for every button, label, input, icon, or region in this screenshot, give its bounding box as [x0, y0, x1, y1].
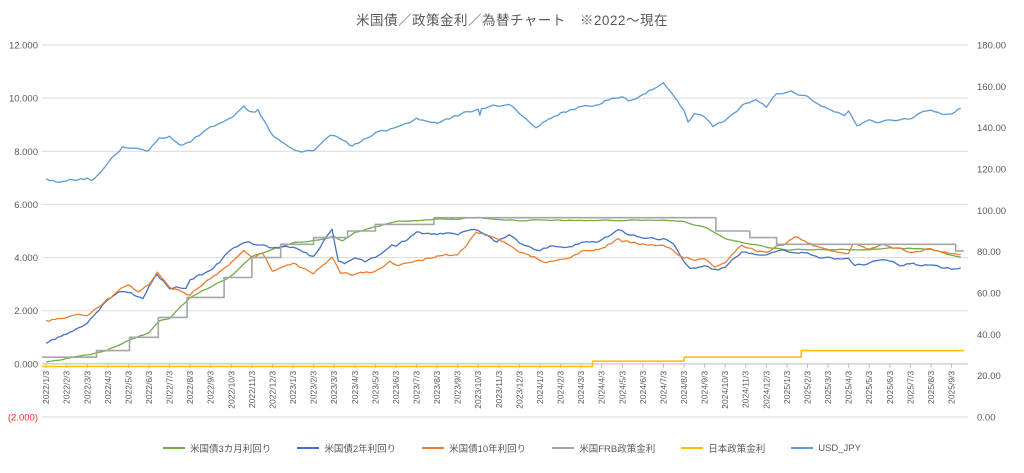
x-axis-label: 2024/1/3: [535, 371, 545, 404]
series-blue: [45, 228, 962, 344]
x-axis-label: 2023/9/3: [453, 371, 463, 404]
legend-label: 日本政策金利: [708, 444, 766, 455]
left-axis-label: 8.000: [14, 147, 38, 158]
x-axis-label: 2023/12/3: [514, 371, 524, 409]
legend-label: 米国債3カ月利回り: [190, 444, 272, 455]
x-axis-label: 2023/11/3: [494, 371, 504, 408]
x-axis-label: 2025/9/3: [947, 371, 957, 404]
legend-marker-icon: [163, 447, 186, 449]
x-axis-label: 2024/7/3: [658, 371, 668, 404]
right-axis-label: 20.00: [977, 371, 1001, 382]
right-axis-label: 180.00: [977, 41, 1006, 52]
x-axis-label: 2024/3/3: [576, 371, 586, 404]
x-axis-label: 2024/4/3: [597, 371, 607, 404]
x-axis-label: 2022/2/3: [62, 371, 72, 404]
left-axis-label: 4.000: [14, 253, 38, 264]
legend-marker-icon: [297, 447, 320, 449]
x-axis-label: 2025/5/3: [864, 371, 874, 404]
x-axis-label: 2024/5/3: [617, 371, 627, 404]
right-axis-label: 0.00: [977, 413, 996, 424]
legend-item: USD_JPY: [791, 443, 861, 454]
series-gold: [42, 349, 964, 368]
x-axis-label: 2023/4/3: [350, 371, 360, 404]
x-axis-label: 2023/5/3: [370, 371, 380, 404]
x-axis-label: 2024/2/3: [556, 371, 566, 404]
series-orange: [45, 231, 961, 322]
x-axis-label: 2023/6/3: [391, 371, 401, 404]
right-axis-label: 120.00: [977, 165, 1006, 176]
x-axis-label: 2025/8/3: [926, 371, 936, 404]
legend: 米国債3カ月利回り 米国債2年利回り 米国債10年利回り 米国FRB政策金利 日本政策金…: [0, 441, 1024, 455]
x-axis-label: 2022/1/3: [41, 371, 51, 404]
left-axis-label: 0.000: [14, 359, 38, 370]
x-axis-label: 2023/3/3: [329, 371, 339, 404]
left-axis-label: 10.000: [9, 94, 38, 105]
x-axis-label: 2022/7/3: [165, 371, 175, 404]
legend-marker-icon: [422, 447, 445, 449]
series-gray: [42, 216, 964, 358]
right-axis-label: 160.00: [977, 82, 1006, 93]
right-axis-label: 100.00: [977, 206, 1006, 217]
x-axis-label: 2022/4/3: [103, 371, 113, 404]
series-green: [45, 216, 961, 363]
x-axis-label: 2025/6/3: [885, 371, 895, 404]
right-axis-label: 80.00: [977, 247, 1001, 258]
legend-item: 米国債2年利回り: [297, 441, 396, 455]
x-axis-label: 2025/7/3: [905, 371, 915, 404]
left-axis-label: 2.000: [14, 306, 38, 317]
legend-item: 米国債3カ月利回り: [163, 441, 271, 455]
legend-marker-icon: [552, 447, 575, 449]
legend-item: 米国FRB政策金利: [552, 441, 655, 455]
legend-label: 米国FRB政策金利: [579, 444, 656, 455]
x-axis-label: 2022/8/3: [185, 371, 195, 404]
x-axis-label: 2025/4/3: [844, 371, 854, 404]
x-axis-label: 2024/11/3: [741, 371, 751, 408]
x-axis-label: 2025/3/3: [823, 371, 833, 404]
x-axis-label: 2024/12/3: [761, 371, 771, 409]
series-lightblue: [45, 82, 961, 183]
x-axis-label: 2022/10/3: [226, 371, 236, 409]
x-axis-label: 2022/11/3: [247, 371, 257, 408]
chart-title: 米国債／政策金利／為替チャート ※2022～現在: [356, 13, 668, 28]
right-axis-label: 140.00: [977, 123, 1006, 134]
x-axis-label: 2022/5/3: [123, 371, 133, 404]
x-axis-label: 2024/9/3: [700, 371, 710, 404]
x-axis-label: 2022/9/3: [206, 371, 216, 404]
legend-label: 米国債2年利回り: [324, 444, 397, 455]
legend-label: USD_JPY: [818, 442, 861, 454]
x-axis-label: 2023/1/3: [288, 371, 298, 404]
x-axis-label: 2025/2/3: [802, 371, 812, 404]
right-axis-label: 40.00: [977, 330, 1001, 341]
x-axis-label: 2022/12/3: [267, 371, 277, 409]
legend-item: 日本政策金利: [681, 441, 765, 455]
x-axis-label: 2022/3/3: [82, 371, 92, 404]
left-axis-label: 6.000: [14, 200, 38, 211]
x-axis-label: 2024/6/3: [638, 371, 648, 404]
x-axis-label: 2023/7/3: [412, 371, 422, 404]
legend-label: 米国債10年利回り: [449, 444, 527, 455]
x-axis-label: 2024/8/3: [679, 371, 689, 404]
left-axis-label: 12.000: [9, 41, 38, 52]
x-axis-label: 2024/10/3: [720, 371, 730, 409]
x-axis-label: 2023/2/3: [309, 371, 319, 404]
left-axis-label: (2.000): [8, 413, 38, 424]
x-axis-label: 2023/10/3: [473, 371, 483, 409]
x-axis-label: 2023/8/3: [432, 371, 442, 404]
x-axis-label: 2025/1/3: [782, 371, 792, 404]
x-axis-label: 2022/6/3: [144, 371, 154, 404]
legend-item: 米国債10年利回り: [422, 441, 526, 455]
legend-marker-icon: [681, 447, 704, 449]
legend-marker-icon: [791, 447, 814, 449]
right-axis-label: 60.00: [977, 289, 1001, 300]
